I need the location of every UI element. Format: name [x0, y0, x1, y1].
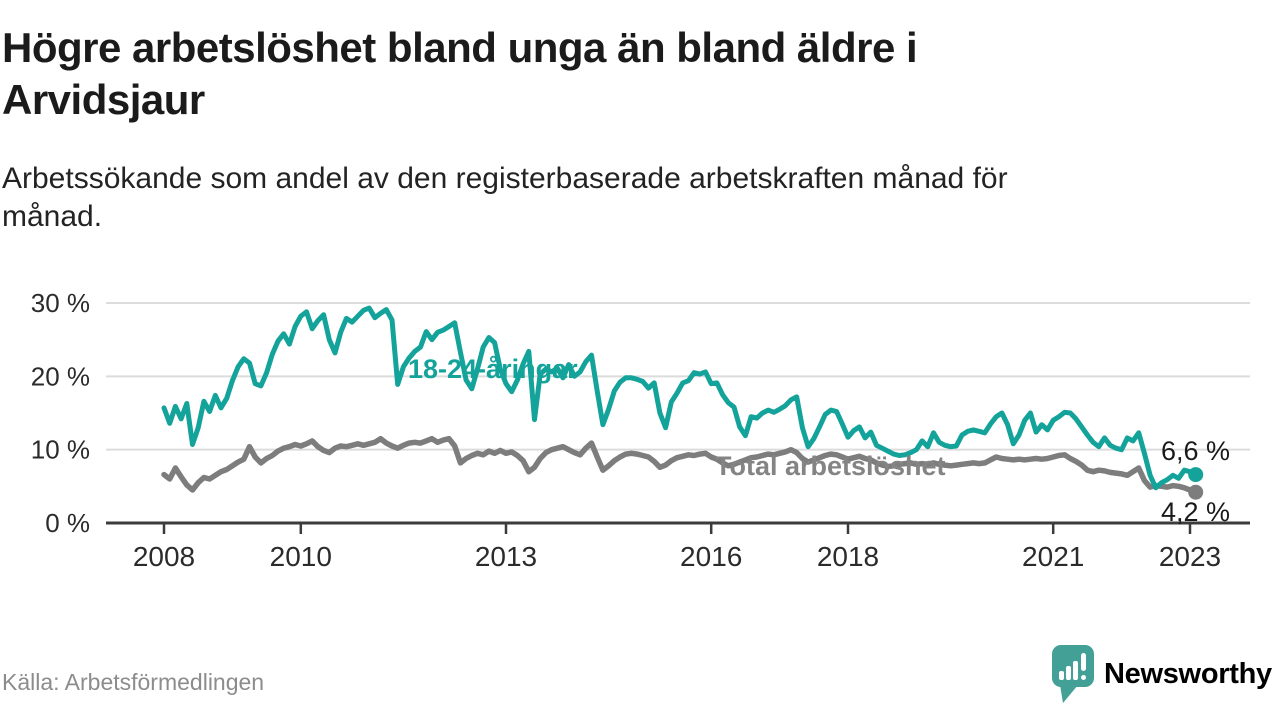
x-tick-label: 2010	[270, 541, 332, 572]
newsworthy-logo-icon	[1052, 645, 1094, 703]
end-dot-youth	[1188, 467, 1204, 483]
x-tick-label: 2008	[133, 541, 195, 572]
end-value-label-total: 4,2 %	[1161, 497, 1231, 527]
y-tick-label: 10 %	[31, 435, 90, 465]
x-tick-label: 2023	[1159, 541, 1221, 572]
y-tick-label: 20 %	[31, 361, 90, 391]
y-tick-label: 30 %	[31, 288, 90, 318]
series-label-youth: 18-24-åringar	[408, 354, 578, 384]
series-line-total	[161, 435, 1199, 495]
source-note: Källa: Arbetsförmedlingen	[2, 669, 265, 695]
x-tick-label: 2021	[1022, 541, 1084, 572]
chart-subtitle-line1: Arbetssökande som andel av den registerb…	[2, 162, 1008, 195]
series-label-total: Total arbetslöshet	[715, 451, 946, 481]
end-dot-total	[1188, 484, 1204, 500]
newsworthy-logo: Newsworthy	[1051, 643, 1272, 707]
x-tick-label: 2016	[680, 541, 742, 572]
x-tick-label: 2013	[475, 541, 537, 572]
end-value-label-youth: 6,6 %	[1161, 436, 1231, 466]
chart-title-line2: Arvidsjaur	[2, 76, 205, 123]
chart-subtitle-line2: månad.	[2, 200, 103, 233]
series-line-youth	[161, 305, 1199, 491]
chart-title: Högre arbetslöshet bland unga än bland ä…	[2, 22, 1202, 126]
chart-subtitle: Arbetssökande som andel av den registerb…	[2, 160, 1212, 236]
newsworthy-logo-text: Newsworthy	[1104, 658, 1272, 690]
x-tick-label: 2018	[817, 541, 879, 572]
chart-title-line1: Högre arbetslöshet bland unga än bland ä…	[2, 24, 918, 71]
y-tick-label: 0 %	[45, 508, 90, 538]
